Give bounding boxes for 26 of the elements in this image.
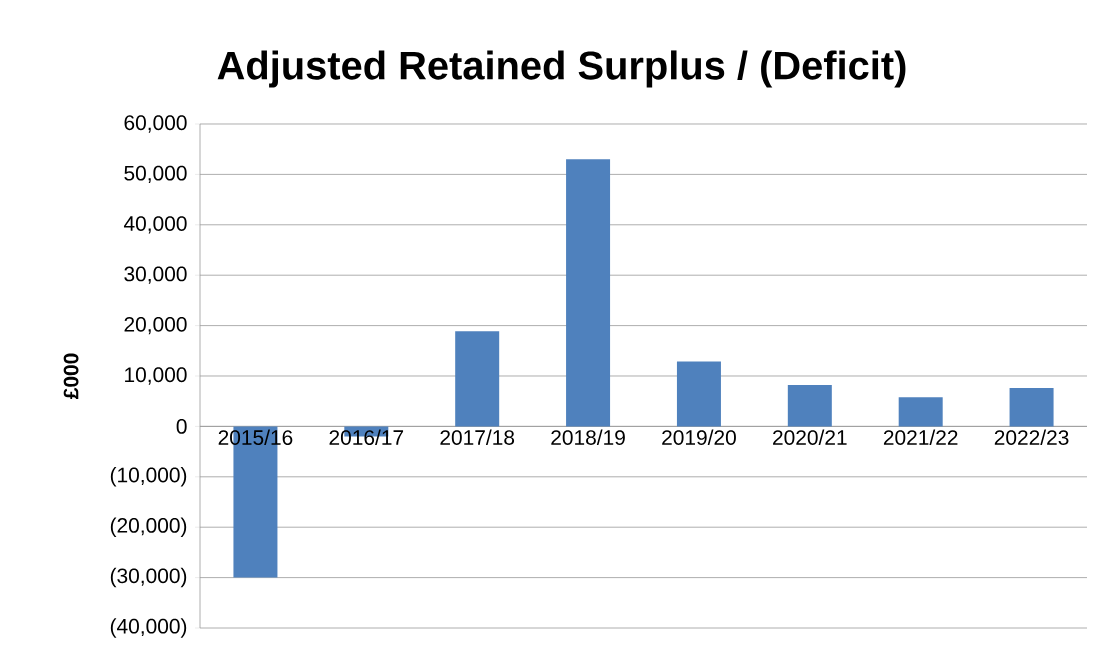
bar [455,331,500,427]
x-tick-label: 2019/20 [662,429,736,445]
y-tick-label: (10,000) [110,467,187,487]
bar [1009,388,1054,427]
y-tick-label: 40,000 [123,216,187,234]
x-tick-label: 2016/17 [329,429,404,445]
bar [566,159,611,427]
y-tick-label: 20,000 [124,316,187,335]
x-tick-label: 2017/18 [440,429,515,445]
x-tick-label: 2020/21 [773,429,847,445]
y-tick-label: (30,000) [110,567,187,588]
chart-title: Adjusted Retained Surplus / (Deficit) [217,50,906,88]
y-tick-label: (40,000) [110,618,187,638]
bar [676,361,721,427]
y-tick-label: 30,000 [124,266,187,284]
x-tick-label: 2022/23 [994,429,1069,445]
y-axis-title: £000 [63,353,79,400]
x-tick-label: 2021/22 [883,429,958,445]
y-tick-label: (20,000) [110,517,187,537]
y-tick-label: 10,000 [125,367,187,385]
bar [787,385,832,427]
bar [898,397,943,427]
y-tick-label: 50,000 [124,165,187,184]
y-tick-label: 60,000 [124,115,187,133]
y-tick-label: 0 [176,418,187,434]
x-tick-label: 2018/19 [551,429,625,445]
